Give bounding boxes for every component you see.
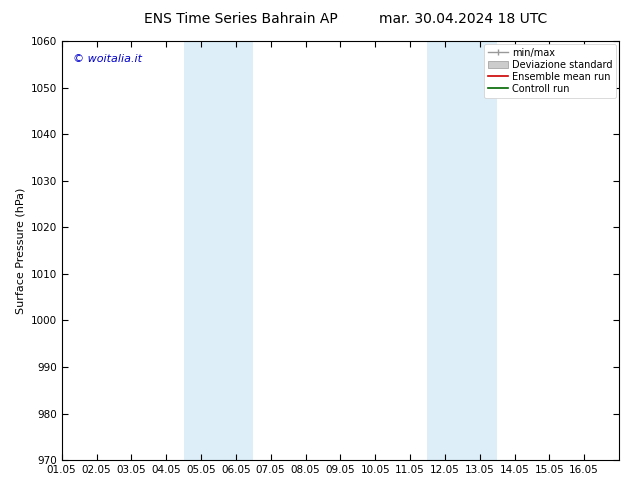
Text: mar. 30.04.2024 18 UTC: mar. 30.04.2024 18 UTC: [378, 12, 547, 26]
Bar: [184, 41, 253, 460]
Y-axis label: Surface Pressure (hPa): Surface Pressure (hPa): [15, 187, 25, 314]
Bar: [427, 41, 497, 460]
Text: ENS Time Series Bahrain AP: ENS Time Series Bahrain AP: [144, 12, 338, 26]
Text: © woitalia.it: © woitalia.it: [73, 53, 142, 64]
Legend: min/max, Deviazione standard, Ensemble mean run, Controll run: min/max, Deviazione standard, Ensemble m…: [484, 44, 616, 98]
